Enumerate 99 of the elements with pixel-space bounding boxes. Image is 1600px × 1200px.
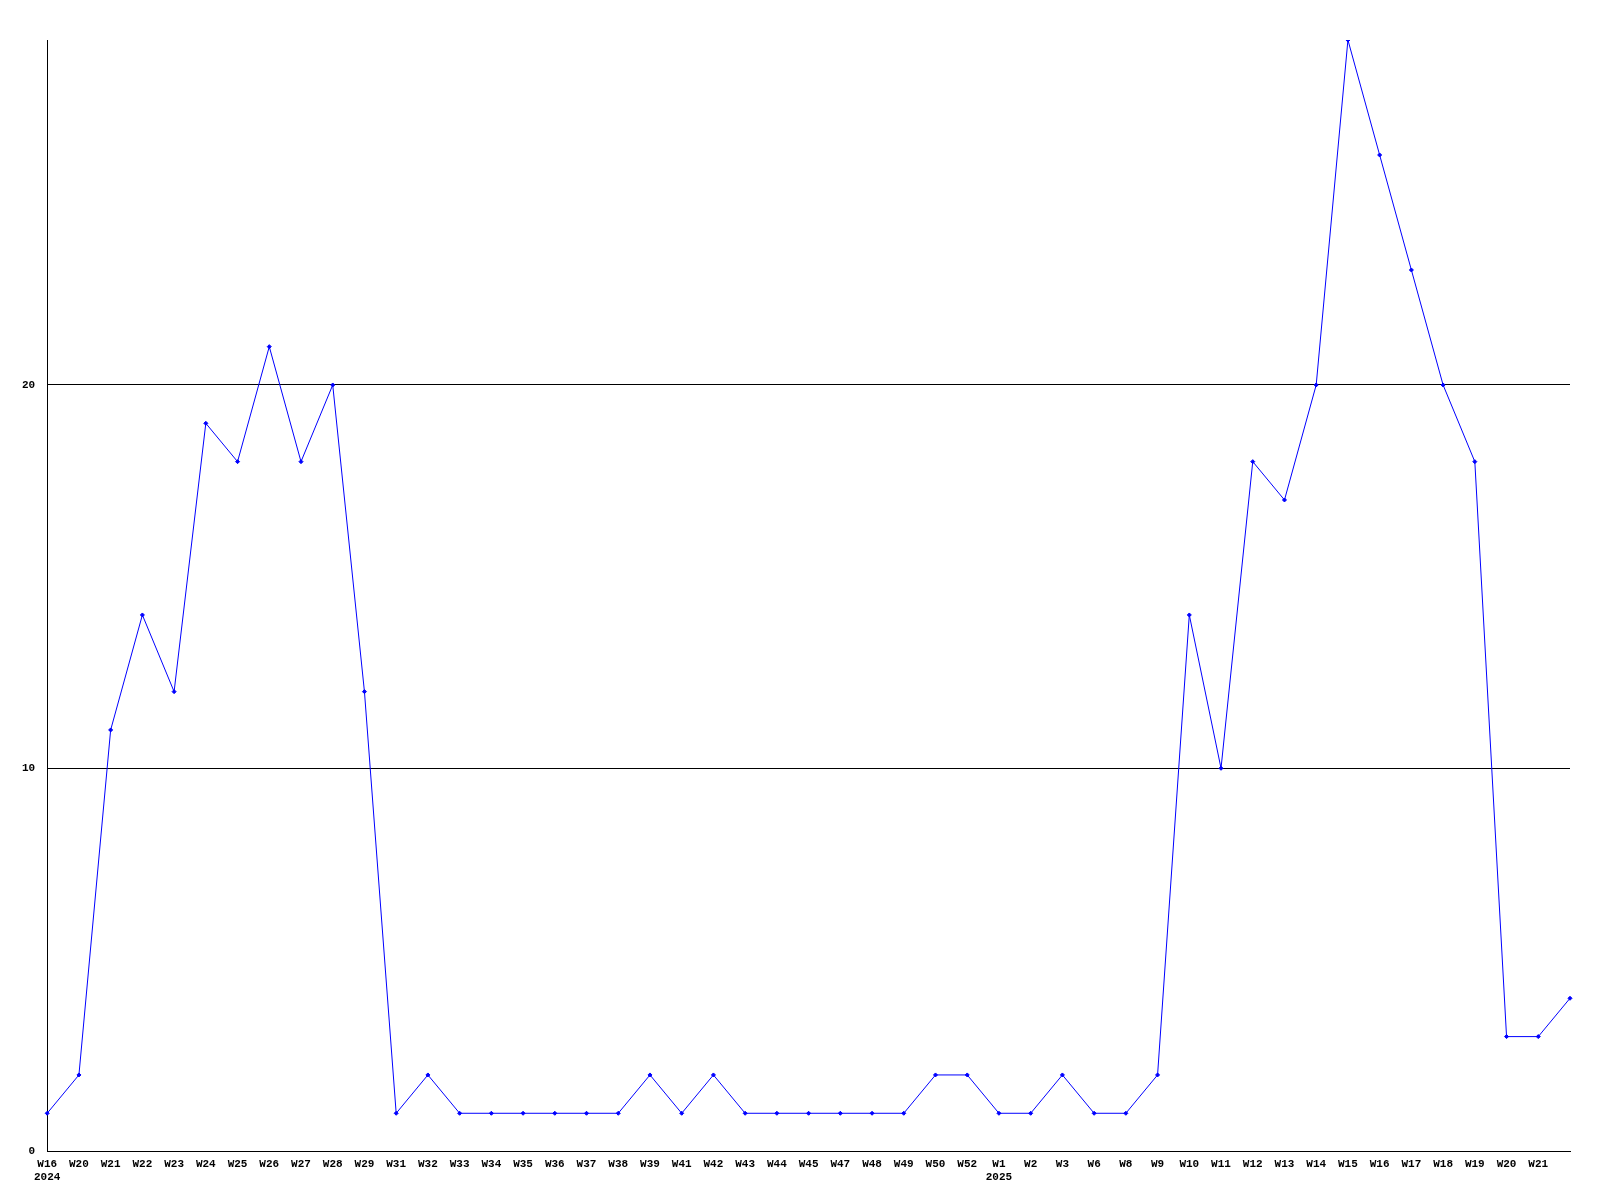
x-tick-label: W20	[69, 1157, 89, 1170]
point	[1408, 267, 1414, 273]
point	[710, 1072, 716, 1078]
point	[806, 1110, 812, 1116]
point	[108, 727, 114, 733]
x-tick-label: W34	[481, 1157, 502, 1170]
x-tick-label: W21	[1528, 1157, 1549, 1170]
y-tick-label: 0	[28, 1145, 36, 1158]
x-tick-label: W6	[1087, 1157, 1101, 1170]
point	[1123, 1110, 1129, 1116]
point	[1504, 1034, 1510, 1040]
point	[1250, 459, 1256, 465]
point	[1028, 1110, 1034, 1116]
point	[1281, 497, 1287, 503]
point	[171, 689, 177, 695]
x-tick-label: W16 2024	[34, 1157, 61, 1184]
x-tick-label: W8	[1119, 1157, 1133, 1170]
point	[552, 1110, 558, 1116]
point	[584, 1110, 590, 1116]
x-tick-label: W47	[830, 1157, 851, 1170]
point	[298, 459, 304, 465]
point	[964, 1072, 970, 1078]
x-tick-label: W33	[449, 1157, 470, 1170]
x-tick-label: W48	[862, 1157, 883, 1170]
point	[774, 1110, 780, 1116]
x-tick-label: W11	[1211, 1157, 1232, 1170]
x-tick-label: W15	[1338, 1157, 1359, 1170]
x-tick-label: W2	[1024, 1157, 1038, 1170]
point	[203, 420, 209, 426]
point	[425, 1072, 431, 1078]
x-tick-label: W23	[164, 1157, 185, 1170]
x-tick-label: W17	[1401, 1157, 1422, 1170]
point	[235, 459, 241, 465]
x-tick-label: W19	[1464, 1157, 1485, 1170]
x-tick-label: W12	[1242, 1157, 1263, 1170]
point	[1440, 382, 1446, 388]
x-tick-label: W27	[291, 1157, 311, 1170]
point	[361, 689, 367, 695]
x-tick-label: W20	[1496, 1157, 1517, 1170]
y-tick-label: 20	[22, 378, 36, 391]
point	[837, 1110, 843, 1116]
point	[933, 1072, 938, 1078]
x-tick-label: W22	[132, 1157, 153, 1170]
point	[488, 1110, 494, 1116]
x-tick-label: W36	[544, 1157, 565, 1170]
point	[330, 382, 336, 388]
x-tick-label: W35	[513, 1157, 534, 1170]
x-tick-label: W29	[354, 1157, 375, 1170]
x-tick-label: W24	[195, 1157, 217, 1170]
point	[647, 1072, 653, 1078]
x-tick-label: W10	[1179, 1157, 1200, 1170]
point	[139, 612, 145, 618]
point	[76, 1072, 82, 1078]
point	[1377, 152, 1383, 158]
point	[679, 1110, 685, 1116]
x-tick-label: W21	[100, 1157, 121, 1170]
point	[44, 1110, 50, 1116]
x-tick-label: W25	[227, 1157, 248, 1170]
point	[266, 344, 272, 350]
point	[742, 1110, 748, 1116]
point	[393, 1110, 399, 1116]
point	[457, 1110, 463, 1116]
point	[1218, 765, 1224, 771]
point	[1567, 995, 1573, 1001]
x-tick-label: W16	[1369, 1157, 1390, 1170]
x-tick-label: W31	[386, 1157, 407, 1170]
x-tick-label: W43	[735, 1157, 756, 1170]
x-tick-label: W13	[1274, 1157, 1295, 1170]
point	[996, 1110, 1002, 1116]
x-tick-label: W1 2025	[985, 1157, 1013, 1184]
point	[901, 1110, 907, 1116]
x-tick-label: W3	[1055, 1157, 1070, 1170]
point	[1059, 1072, 1065, 1078]
x-tick-label: W44	[766, 1157, 788, 1170]
x-tick-label: W28	[322, 1157, 344, 1170]
point	[869, 1110, 875, 1116]
x-tick-label: W45	[798, 1157, 819, 1170]
x-tick-label: W41	[671, 1157, 692, 1170]
point	[615, 1110, 621, 1116]
point	[1535, 1034, 1541, 1040]
x-tick-label: W18	[1433, 1157, 1454, 1170]
point	[1186, 612, 1192, 618]
point	[520, 1110, 526, 1116]
point	[1091, 1110, 1097, 1116]
x-tick-label: W37	[576, 1157, 597, 1170]
x-tick-label: W32	[418, 1157, 438, 1170]
x-tick-label: W42	[703, 1157, 724, 1170]
x-tick-label: W26	[259, 1157, 280, 1170]
x-tick-label: W52	[957, 1157, 978, 1170]
x-tick-label: W14	[1306, 1157, 1327, 1170]
point	[1155, 1072, 1161, 1078]
point	[1472, 459, 1478, 465]
x-tick-label: W49	[893, 1157, 914, 1170]
x-tick-label: W9	[1150, 1157, 1165, 1170]
point	[1313, 382, 1319, 388]
x-tick-label: W38	[608, 1157, 629, 1170]
x-tick-label: W50	[925, 1157, 946, 1170]
y-tick-label: 10	[22, 762, 36, 775]
x-tick-label: W39	[640, 1157, 660, 1170]
